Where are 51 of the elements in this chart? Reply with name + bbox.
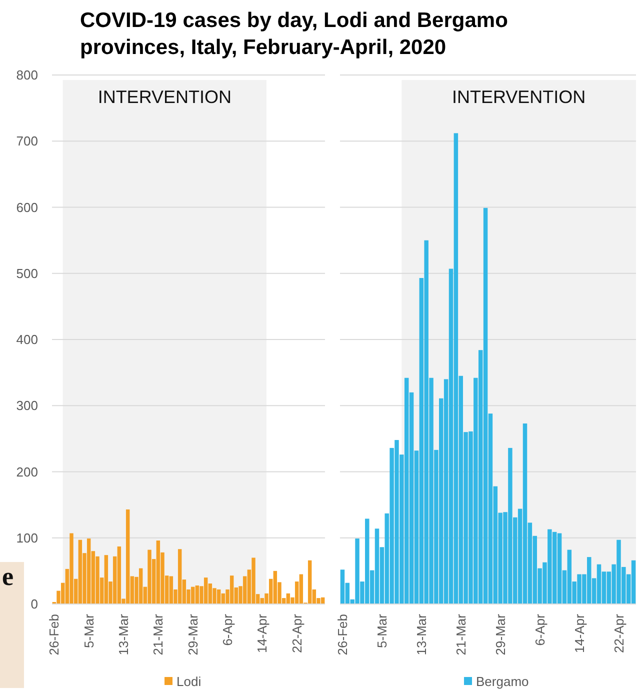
bar [252,558,256,604]
band-label: INTERVENTION [98,87,232,107]
bar [148,550,152,604]
bar [230,576,234,604]
chart-title: COVID-19 cases by day, Lodi and Bergamo provinces, Italy, February-April, 2020 [80,9,508,59]
y-tick-label: 600 [16,200,38,215]
x-tick-label: 14-Apr [254,613,270,654]
x-tick-label: 22-Apr [289,613,304,654]
y-tick-label: 0 [30,596,38,612]
y-tick-label: 500 [16,266,38,281]
x-tick-label: 14-Apr [572,613,587,654]
bar [86,538,91,604]
x-tick-label: 13-Mar [414,613,429,656]
x-tick-label: 6-Apr [220,613,236,646]
x-tick-label: 5-Mar [81,613,96,648]
bar [195,585,200,604]
bar [190,586,195,604]
x-tick-label: 5-Mar [374,613,390,648]
bar [70,533,74,604]
y-tick-label: 100 [16,530,38,546]
x-tick-label: 6-Apr [532,613,548,646]
y-tick-label: 200 [16,464,38,480]
bar [117,546,122,604]
x-tick-label: 22-Apr [611,613,626,654]
y-tick-label: 300 [16,398,38,414]
x-tick-label: 21-Mar [150,613,166,656]
bar [273,570,278,604]
bar [308,560,312,604]
x-tick-label: 21-Mar [453,613,468,656]
bar [178,549,182,604]
bar [156,540,160,604]
y-tick-label: 400 [16,332,38,348]
x-tick-label: 26-Feb [46,614,62,656]
band-label: INTERVENTION [452,87,586,107]
bar [216,589,221,604]
bar [78,540,82,604]
bar [104,555,108,604]
text: e [2,562,14,591]
x-tick-label: 26-Feb [335,614,350,656]
bar [299,574,304,604]
legend-label: Bergamo [476,674,529,689]
x-tick-label: 13-Mar [116,613,132,656]
bar [169,576,174,604]
bar [204,578,208,604]
bar [138,568,143,604]
y-tick-label: 700 [16,134,38,149]
y-tick-label: 800 [16,68,38,83]
x-tick-label: 29-Mar [185,613,200,656]
bar [126,509,130,604]
x-tick-label: 29-Mar [492,613,508,656]
legend-label: Lodi [176,674,202,689]
